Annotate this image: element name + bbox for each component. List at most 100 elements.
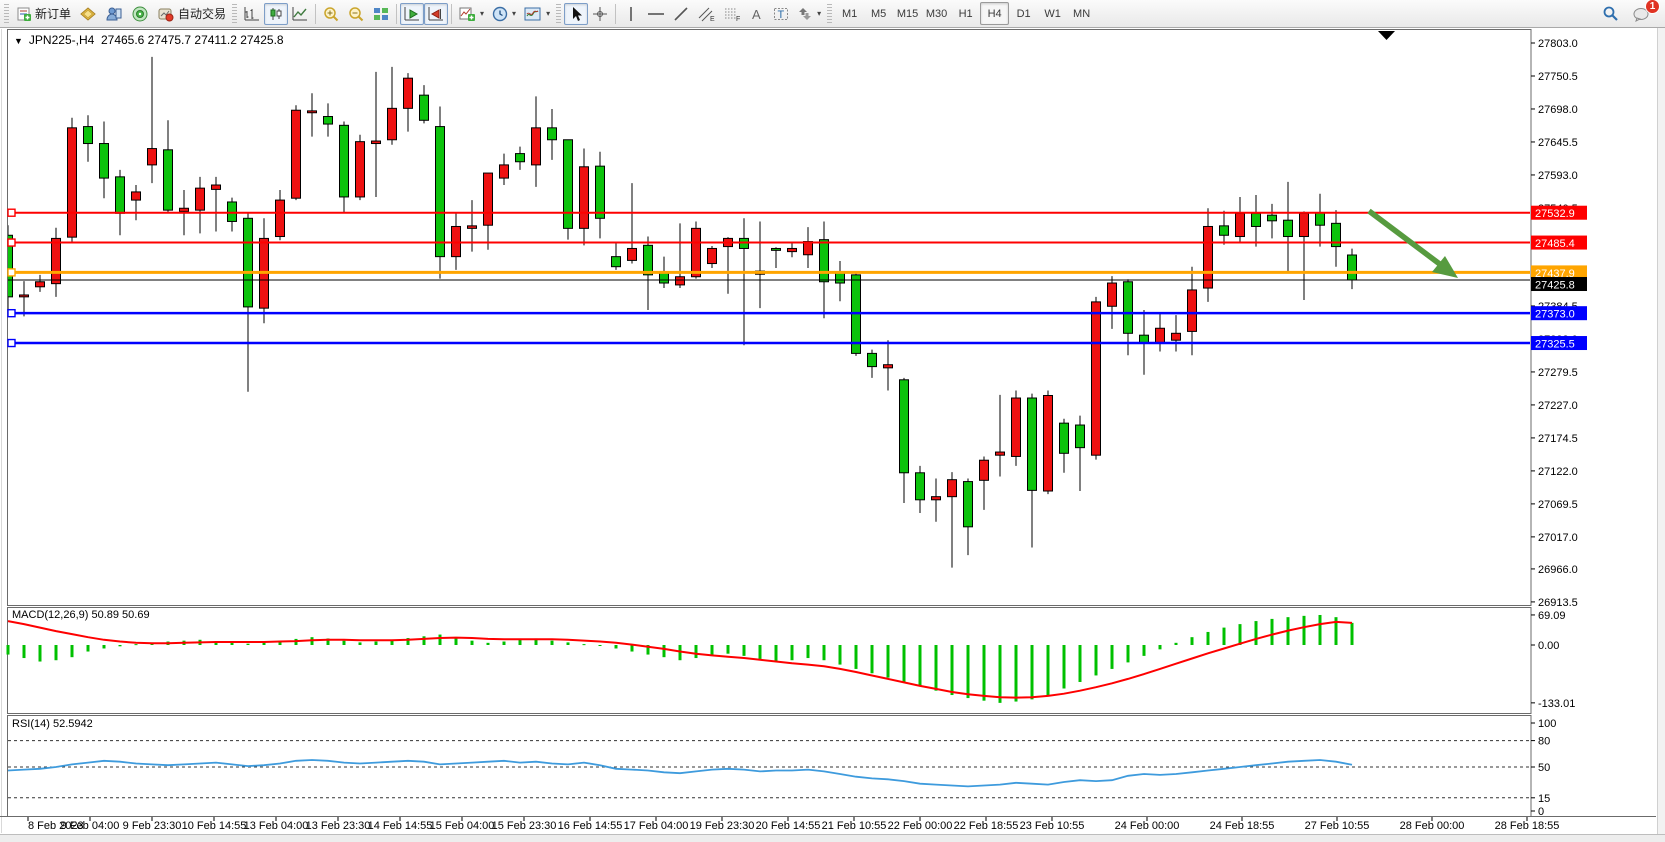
auto-scroll-button[interactable] xyxy=(400,2,425,25)
tab-timeframe-m1[interactable]: M1 xyxy=(841,7,858,20)
notifications-button[interactable]: 1 xyxy=(1629,0,1660,25)
candle-body xyxy=(419,94,429,121)
candle-body xyxy=(947,479,957,498)
toolbar-grip[interactable] xyxy=(827,3,833,24)
candle-body xyxy=(1219,225,1229,236)
equidistant-channel-tool-button[interactable]: E xyxy=(693,3,719,25)
gold-tool-button[interactable] xyxy=(75,3,101,25)
candle-body xyxy=(355,141,365,198)
svg-text:A: A xyxy=(752,7,761,22)
line-anchor-handle[interactable] xyxy=(7,268,16,277)
candle-body xyxy=(835,272,845,284)
candle-body xyxy=(51,237,61,285)
tab-timeframe-h1[interactable]: H1 xyxy=(958,7,973,20)
signals-button[interactable] xyxy=(127,3,153,25)
candle-body xyxy=(1235,212,1245,238)
toolbar-grip[interactable] xyxy=(232,3,238,24)
text-tool-button[interactable]: A xyxy=(745,3,769,25)
vertical-line-tool-button[interactable] xyxy=(619,3,643,25)
candle-body xyxy=(8,234,13,298)
axis-tick-label: 27122.0 xyxy=(1538,466,1578,478)
new-order-label: 新订单 xyxy=(35,7,72,21)
line-anchor-handle[interactable] xyxy=(7,338,16,348)
axis-tick-label: 27803.0 xyxy=(1538,38,1578,50)
time-axis-label: 16 Feb 14:55 xyxy=(558,820,623,832)
toolbar-grip[interactable] xyxy=(556,3,562,24)
candle-body xyxy=(1027,397,1037,491)
candle-body xyxy=(1267,214,1277,222)
candle-body xyxy=(1011,397,1021,457)
time-axis-label: 9 Feb 23:30 xyxy=(123,820,182,832)
auto-trading-button[interactable]: 自动交易 xyxy=(153,3,230,25)
periods-button[interactable]: ▾ xyxy=(488,3,520,25)
zoom-in-button[interactable] xyxy=(319,3,344,25)
candle-body xyxy=(387,107,397,141)
candle-body xyxy=(131,191,141,201)
fibonacci-tool-button[interactable]: F xyxy=(719,3,745,25)
candle-body xyxy=(147,148,157,166)
price-label-box xyxy=(1531,277,1587,292)
tab-timeframe-m5[interactable]: M5 xyxy=(870,7,887,20)
candle-body xyxy=(163,149,173,211)
notification-badge: 1 xyxy=(1645,0,1660,14)
candlestick-mode-button[interactable] xyxy=(264,2,289,25)
price-label-text: 27373.0 xyxy=(1535,309,1575,321)
line-chart-icon xyxy=(292,6,308,20)
line-anchor-handle[interactable] xyxy=(7,208,16,217)
tile-windows-button[interactable] xyxy=(369,3,393,25)
price-label-text: 27425.8 xyxy=(1535,280,1575,292)
tab-timeframe-mn[interactable]: MN xyxy=(1073,7,1091,20)
time-axis-label: 9 Feb 04:00 xyxy=(61,820,120,832)
indicators-button[interactable]: ▾ xyxy=(455,3,488,25)
arrows-tool-button[interactable]: ▾ xyxy=(793,3,825,25)
cursor-tool-button[interactable] xyxy=(564,2,589,25)
crosshair-tool-button[interactable] xyxy=(588,3,612,25)
candle-body xyxy=(67,127,77,238)
candle-body xyxy=(563,139,573,229)
axis-tick-label: 80 xyxy=(1538,736,1550,748)
templates-button[interactable]: ▾ xyxy=(520,3,554,25)
price-panel[interactable] xyxy=(7,29,1532,606)
indicators-icon xyxy=(459,7,476,21)
chart-shift-icon xyxy=(428,6,444,20)
new-order-button[interactable]: 新订单 xyxy=(12,3,75,25)
candle-body xyxy=(323,116,333,125)
trendline-tool-button[interactable] xyxy=(669,3,693,25)
chart-shift-marker-icon[interactable] xyxy=(1378,31,1395,40)
chart-menu-arrow-icon: ▼ xyxy=(14,36,23,46)
zoom-out-button[interactable] xyxy=(344,3,369,25)
dropdown-arrow-icon: ▾ xyxy=(546,9,551,18)
tab-timeframe-d1[interactable]: D1 xyxy=(1016,7,1031,20)
rsi-panel[interactable] xyxy=(7,715,1532,817)
horizontal-line-icon xyxy=(648,12,665,15)
candle-body xyxy=(547,127,557,141)
line-chart-mode-button[interactable] xyxy=(288,3,312,25)
text-label-tool-button[interactable]: T xyxy=(769,3,793,25)
chart-title[interactable]: ▼ JPN225-,H4 27465.6 27475.7 27411.2 2742… xyxy=(14,33,284,47)
axis-tick-label: 27645.5 xyxy=(1538,137,1578,149)
line-anchor-handle[interactable] xyxy=(7,308,16,318)
line-anchor-handle[interactable] xyxy=(7,238,16,247)
arrows-icon xyxy=(799,7,812,20)
candlestick-icon xyxy=(270,7,282,20)
market-watch-button[interactable] xyxy=(101,3,127,25)
dropdown-arrow-icon: ▾ xyxy=(512,9,517,18)
price-label-text: 27437.9 xyxy=(1535,268,1575,280)
candle-body xyxy=(1107,282,1117,307)
bar-chart-mode-button[interactable] xyxy=(240,3,264,25)
tab-timeframe-m15[interactable]: M15 xyxy=(896,7,919,20)
toolbar-grip[interactable] xyxy=(4,3,9,24)
candle-body xyxy=(227,201,237,222)
tab-timeframe-h4[interactable]: H4 xyxy=(980,2,1010,25)
trend-arrow[interactable] xyxy=(1367,208,1458,278)
time-axis-label: 22 Feb 00:00 xyxy=(888,820,953,832)
axis-tick-label: 69.09 xyxy=(1538,610,1566,622)
tab-timeframe-w1[interactable]: W1 xyxy=(1044,7,1061,20)
candle-body xyxy=(195,187,205,211)
chart-symbol-period: JPN225-,H4 xyxy=(28,33,95,47)
tab-timeframe-m30[interactable]: M30 xyxy=(925,7,948,20)
horizontal-line-tool-button[interactable] xyxy=(643,3,669,25)
chart-shift-button[interactable] xyxy=(424,2,449,25)
search-button[interactable] xyxy=(1598,3,1623,25)
